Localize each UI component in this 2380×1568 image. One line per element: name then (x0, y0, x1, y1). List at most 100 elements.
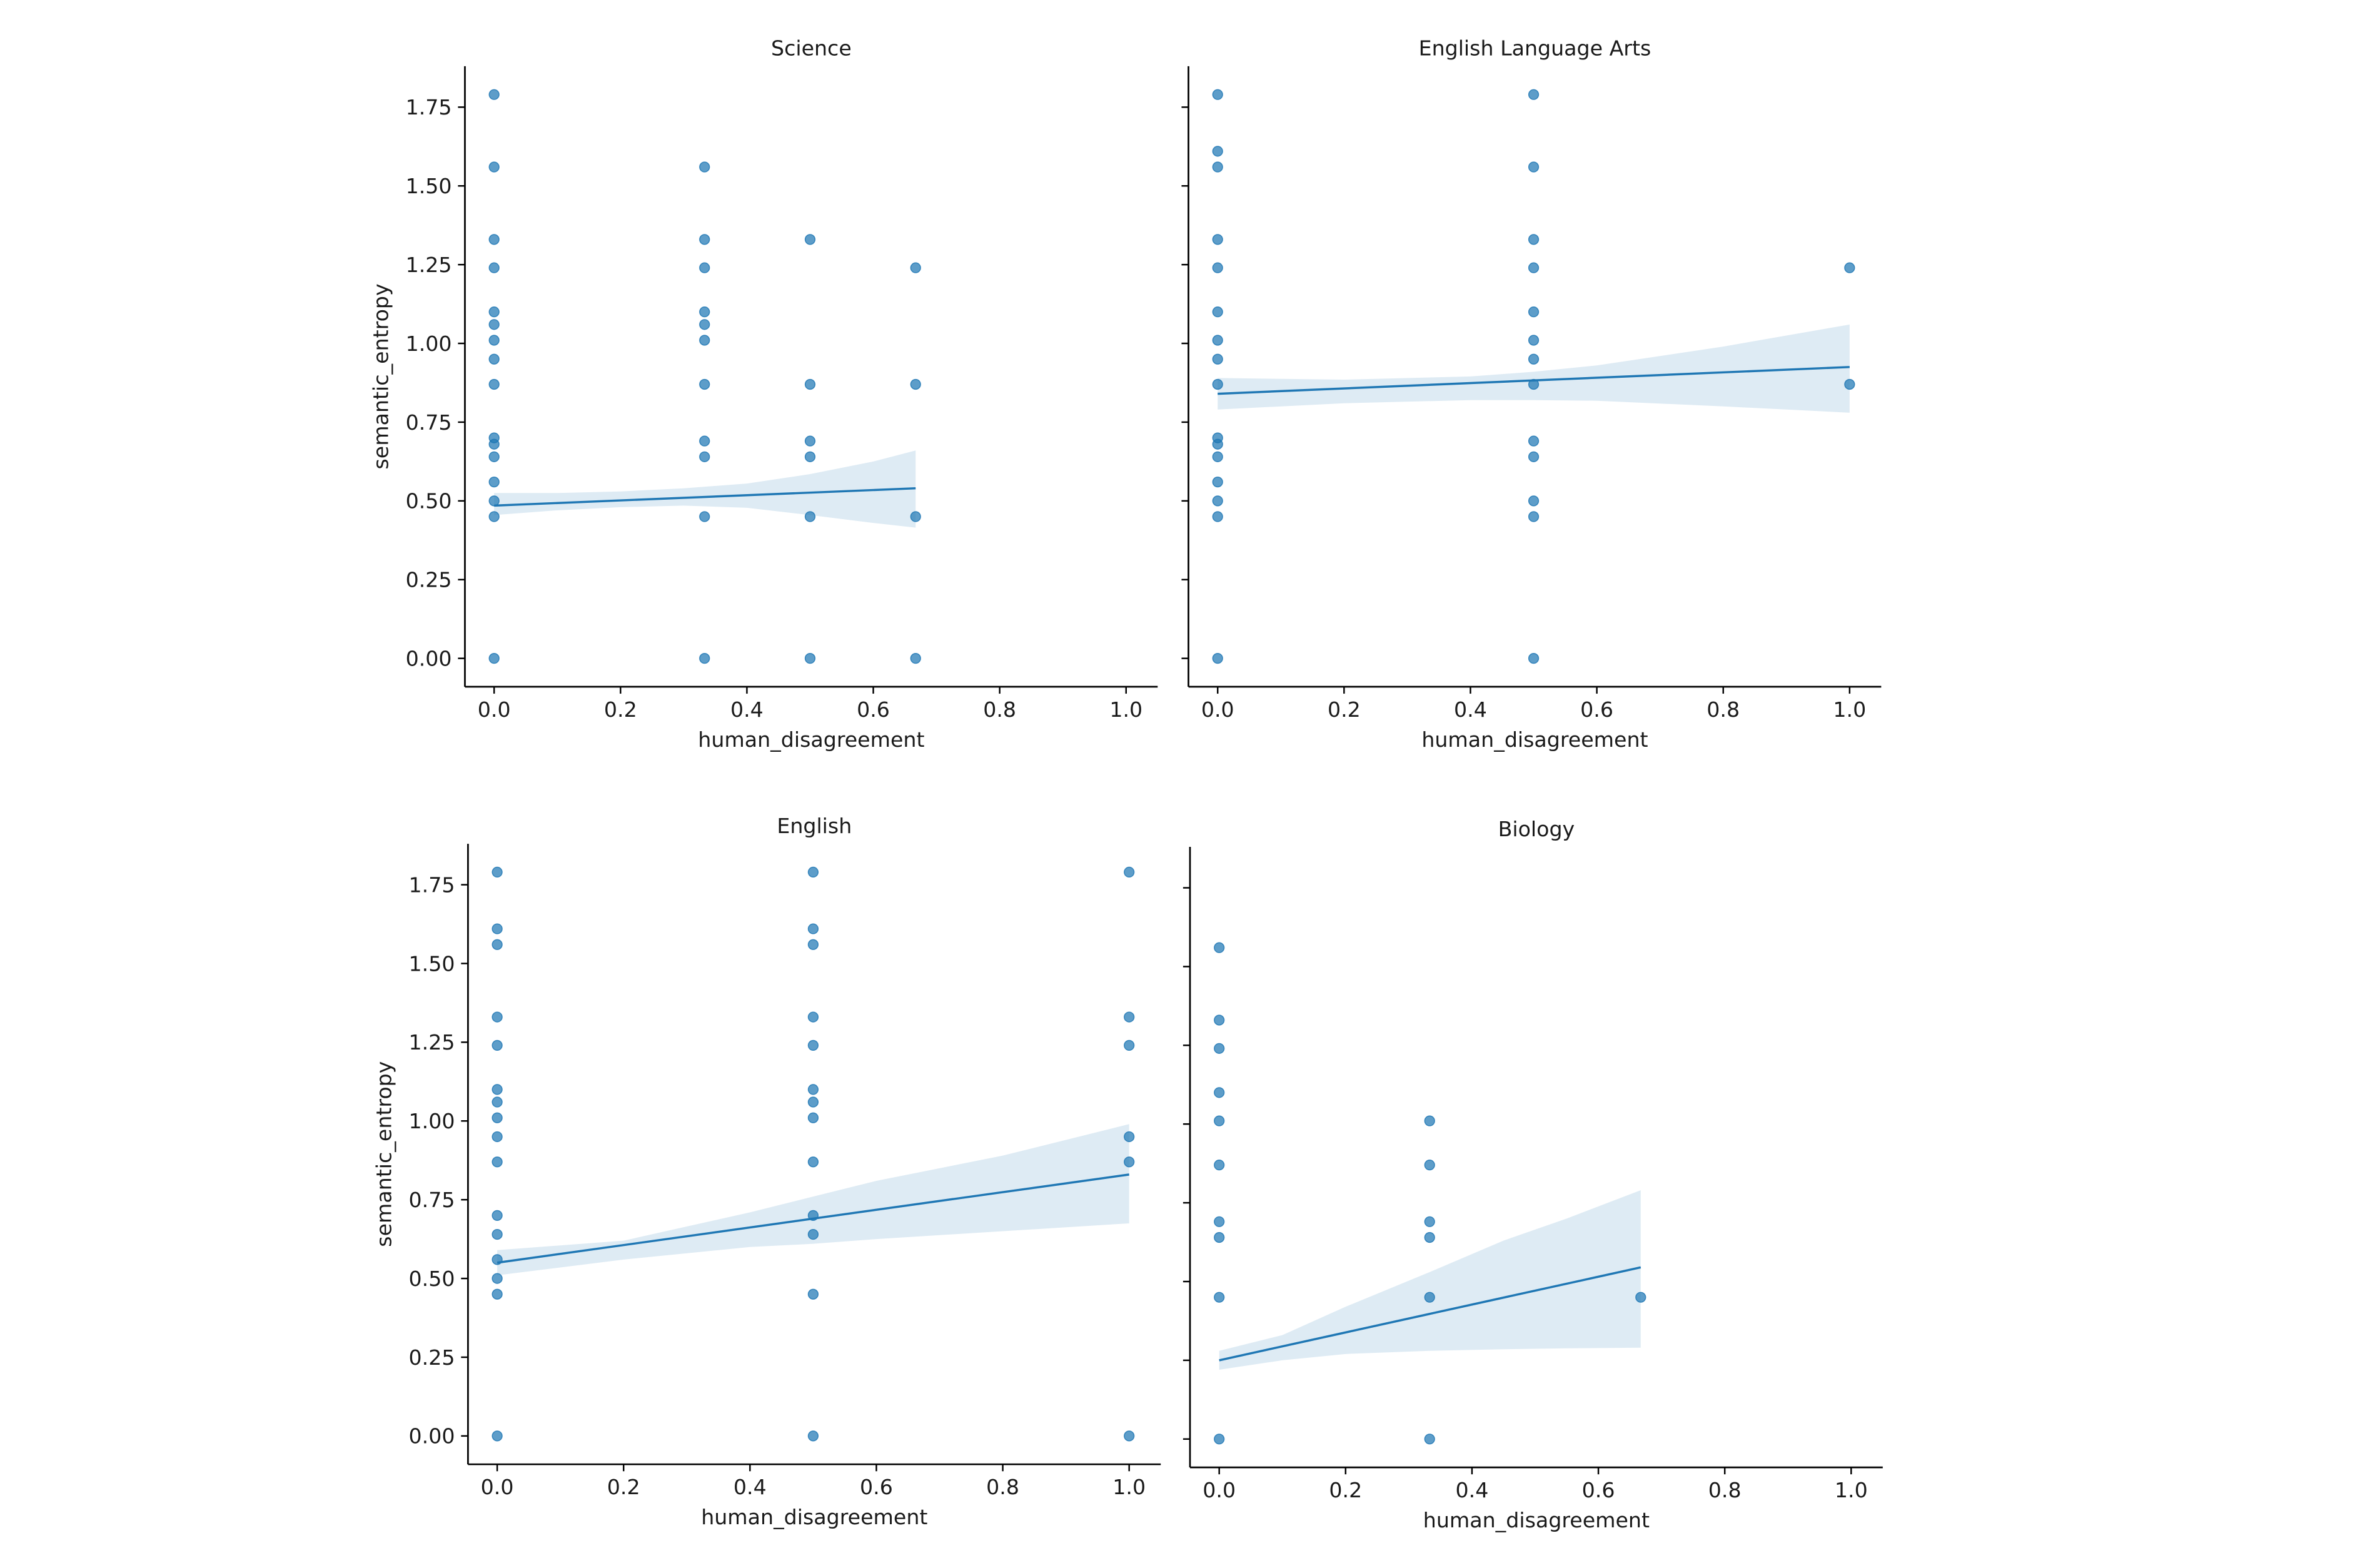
data-point (492, 1112, 503, 1123)
data-point (1214, 1087, 1225, 1098)
data-point (1124, 1430, 1135, 1442)
data-point (1844, 378, 1855, 390)
data-point (1528, 511, 1540, 522)
data-point (1214, 1014, 1225, 1026)
data-point (910, 653, 921, 664)
data-point (1214, 1216, 1225, 1227)
x-tick-label: 1.0 (1109, 697, 1142, 722)
y-tick-label: 0.25 (409, 1345, 455, 1370)
data-point (1212, 511, 1223, 522)
facet-panel-4: Biology 0.0 0.2 0.4 0.6 0.8 1.0 human_disagreem… (1182, 817, 1883, 1532)
data-point (807, 1011, 819, 1023)
data-point (1424, 1216, 1435, 1227)
panel-title: English (777, 814, 852, 838)
x-tick-label: 0.4 (1454, 697, 1487, 722)
data-point (1528, 262, 1540, 273)
data-point (1214, 942, 1225, 953)
data-point (1212, 234, 1223, 245)
x-tick-label: 0.4 (730, 697, 764, 722)
panel-title: Biology (1498, 817, 1575, 841)
data-point (492, 939, 503, 950)
data-point (807, 1228, 819, 1240)
x-tick-label: 0.6 (1582, 1478, 1615, 1502)
x-tick-label: 0.2 (1329, 1478, 1362, 1502)
confidence-band (497, 1124, 1129, 1276)
data-point (492, 1156, 503, 1168)
data-point (492, 1011, 503, 1023)
y-tick-label: 1.50 (409, 951, 455, 976)
panel-title: Science (771, 36, 852, 61)
data-point (1212, 146, 1223, 157)
data-point (1528, 435, 1540, 447)
x-tick-label: 0.0 (1201, 697, 1234, 722)
x-tick-label: 0.4 (734, 1475, 767, 1499)
y-tick-label: 1.25 (409, 1030, 455, 1055)
data-point (492, 1096, 503, 1108)
data-point (699, 378, 710, 390)
data-point (807, 1288, 819, 1300)
x-axis-label: human_disagreement (1423, 1508, 1650, 1532)
data-point (807, 1112, 819, 1123)
data-point (488, 477, 500, 488)
y-tick-label: 1.00 (406, 331, 452, 356)
data-point (488, 353, 500, 365)
y-tick-label: 1.50 (406, 174, 452, 198)
data-point (1528, 495, 1540, 507)
data-point (1424, 1232, 1435, 1243)
data-point (804, 653, 816, 664)
x-tick-label: 0.8 (983, 697, 1016, 722)
data-point (699, 306, 710, 318)
data-point (492, 923, 503, 934)
data-point (488, 89, 500, 100)
facet-panel-3: English 0.0 0.2 0.4 0.6 0.8 1.0 0.00 0.25 0.50 0.7… (371, 814, 1161, 1529)
data-point (807, 1096, 819, 1108)
data-point (488, 234, 500, 245)
data-point (1424, 1115, 1435, 1126)
data-points (1214, 942, 1646, 1445)
data-point (1424, 1434, 1435, 1445)
data-point (488, 438, 500, 450)
y-tick-label: 1.00 (409, 1109, 455, 1133)
data-point (1124, 1156, 1135, 1168)
data-point (488, 511, 500, 522)
data-point (699, 234, 710, 245)
data-point (492, 1228, 503, 1240)
data-point (1124, 1131, 1135, 1143)
data-point (1212, 161, 1223, 173)
data-point (1528, 653, 1540, 664)
x-tick-label: 0.4 (1456, 1478, 1489, 1502)
data-point (804, 451, 816, 462)
data-point (1214, 1043, 1225, 1054)
data-point (1528, 89, 1540, 100)
y-axis-label: semantic_entropy (371, 1061, 396, 1247)
data-point (1212, 653, 1223, 664)
x-axis-label: human_disagreement (1421, 727, 1648, 752)
data-point (1212, 495, 1223, 507)
data-point (488, 335, 500, 346)
x-tick-label: 0.2 (1328, 697, 1361, 722)
x-tick-label: 0.0 (1203, 1478, 1236, 1502)
data-point (699, 319, 710, 330)
data-point (1212, 335, 1223, 346)
data-point (488, 495, 500, 507)
data-point (804, 511, 816, 522)
y-tick-label: 0.75 (409, 1188, 455, 1212)
data-point (699, 262, 710, 273)
data-point (1124, 866, 1135, 878)
facet-panels: Science 0.0 0.2 0.4 0.6 0.8 1.0 0.00 0.25 0.50 0.7… (368, 36, 1883, 1532)
data-points (488, 89, 921, 664)
data-point (1214, 1232, 1225, 1243)
data-point (492, 1273, 503, 1284)
data-point (1528, 234, 1540, 245)
data-point (807, 1156, 819, 1168)
data-point (1635, 1292, 1646, 1303)
x-tick-label: 0.8 (986, 1475, 1019, 1499)
data-point (1212, 438, 1223, 450)
data-point (699, 335, 710, 346)
data-point (1214, 1115, 1225, 1126)
data-point (807, 923, 819, 934)
data-points (492, 866, 1135, 1442)
data-point (492, 1210, 503, 1221)
data-point (1424, 1292, 1435, 1303)
confidence-band (1219, 1190, 1641, 1370)
